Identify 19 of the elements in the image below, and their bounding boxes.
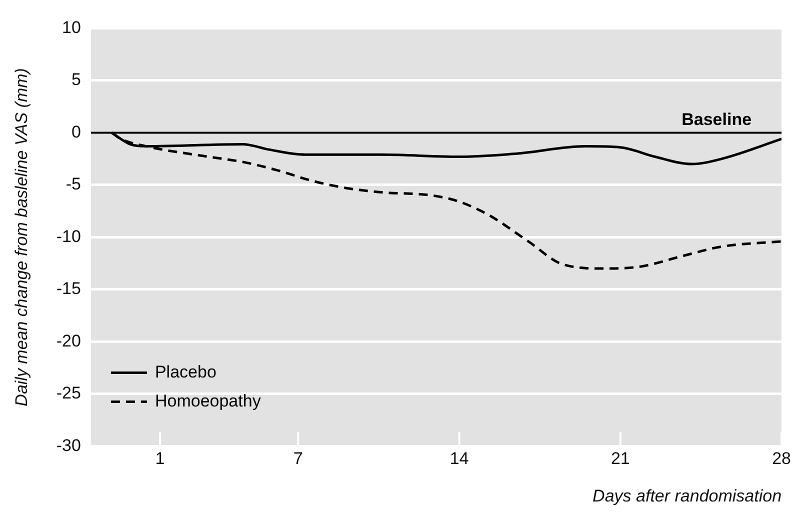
y-tick-label: 10 [62, 18, 81, 37]
x-tick-label: 7 [293, 449, 303, 468]
y-tick-label: -30 [56, 436, 81, 455]
y-tick-label: -25 [56, 384, 81, 403]
x-tick-label: 1 [155, 449, 165, 468]
y-tick-label: -5 [66, 174, 81, 194]
legend-label: Placebo [154, 362, 216, 382]
y-tick-label: -15 [56, 279, 81, 298]
x-axis-title: Days after randomisation [592, 486, 782, 506]
x-tick-label: 28 [772, 449, 792, 468]
y-tick-label: 5 [72, 70, 81, 90]
y-tick-label: -20 [56, 331, 81, 350]
y-tick-label: 0 [72, 122, 81, 142]
y-axis-title: Daily mean change from basleline VAS (mm) [12, 68, 31, 406]
x-tick-label: 21 [610, 449, 630, 468]
legend-label: Homoeopathy [154, 391, 262, 410]
y-tick-label: -10 [56, 226, 81, 246]
ref-line-label: Baseline [682, 110, 752, 129]
x-tick-label: 14 [450, 449, 469, 468]
